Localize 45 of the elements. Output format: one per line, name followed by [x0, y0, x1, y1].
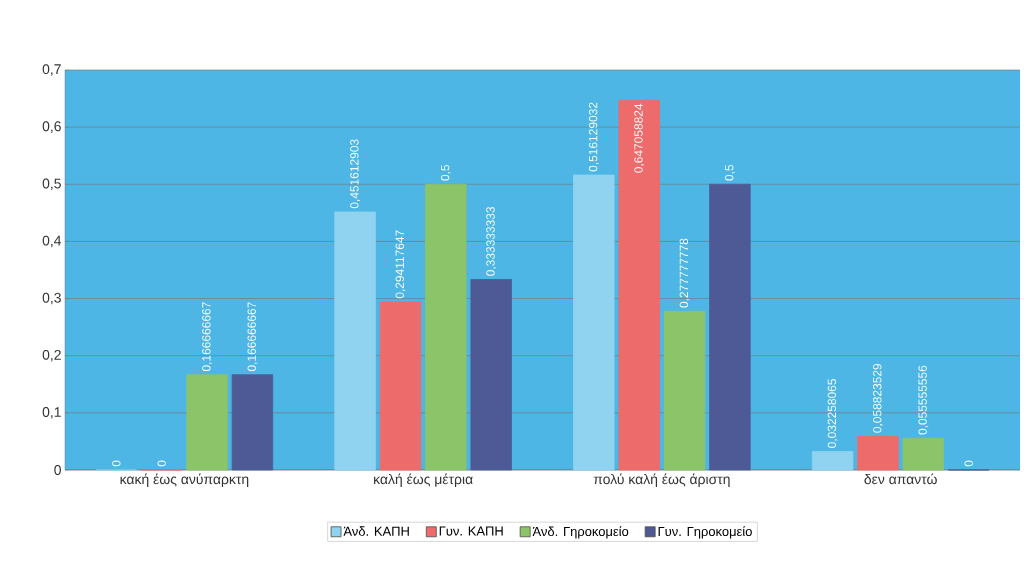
bar	[709, 183, 751, 471]
x-tick-label: κακή έως ανύπαρκτη	[120, 473, 249, 487]
bar	[425, 183, 467, 471]
bar	[663, 310, 706, 471]
data-label: 0,5	[440, 164, 451, 181]
y-tick-label: 0,7	[42, 64, 61, 76]
data-label: 0,032258065	[827, 379, 838, 448]
data-label: 0,5	[724, 164, 735, 181]
data-label: 0	[964, 460, 973, 467]
data-label: 0	[112, 460, 121, 467]
data-label: 0,166666667	[247, 302, 258, 372]
y-tick-label: 0,6	[42, 121, 61, 133]
data-label: 0,294117647	[395, 230, 406, 299]
bar	[811, 451, 854, 471]
bar	[857, 435, 899, 471]
x-tick-label: καλή έως μέτρια	[374, 473, 473, 487]
bar	[231, 374, 274, 471]
y-tick-label: 0	[54, 465, 61, 475]
bar	[334, 211, 376, 471]
bar	[470, 279, 512, 471]
data-label: 0,451612903	[350, 139, 361, 209]
bar	[379, 301, 422, 471]
legend-label: Γυν. Γηροκομείο	[658, 526, 752, 539]
data-label: 0,277777778	[679, 238, 690, 308]
data-label: 0,166666667	[202, 302, 213, 372]
bar	[573, 174, 615, 471]
bar	[618, 99, 660, 471]
y-tick-label: 0,5	[42, 178, 61, 191]
data-label: 0,333333333	[486, 207, 497, 276]
data-label: 0,516129032	[588, 102, 599, 172]
legend-label: Γυν. ΚΑΠΗ	[439, 526, 503, 536]
legend-label: Άνδ. Γηροκομείο	[532, 526, 629, 539]
y-tick-label: 0,1	[42, 407, 61, 419]
data-label: 0,055555556	[918, 365, 929, 435]
x-tick-label: πολύ καλή έως άριστη	[593, 473, 730, 487]
bar	[902, 437, 945, 471]
data-label: 0	[157, 460, 166, 467]
y-tick-label: 0,2	[42, 349, 61, 362]
data-label: 0,647058824	[634, 103, 645, 173]
y-tick-label: 0,4	[42, 235, 62, 248]
bar	[186, 374, 228, 471]
x-tick-label: δεν απαντώ	[864, 473, 937, 485]
data-label: 0,058823529	[873, 363, 883, 433]
legend-label: Άνδ. ΚΑΠΗ	[343, 526, 409, 536]
y-tick-label: 0,3	[42, 292, 61, 305]
